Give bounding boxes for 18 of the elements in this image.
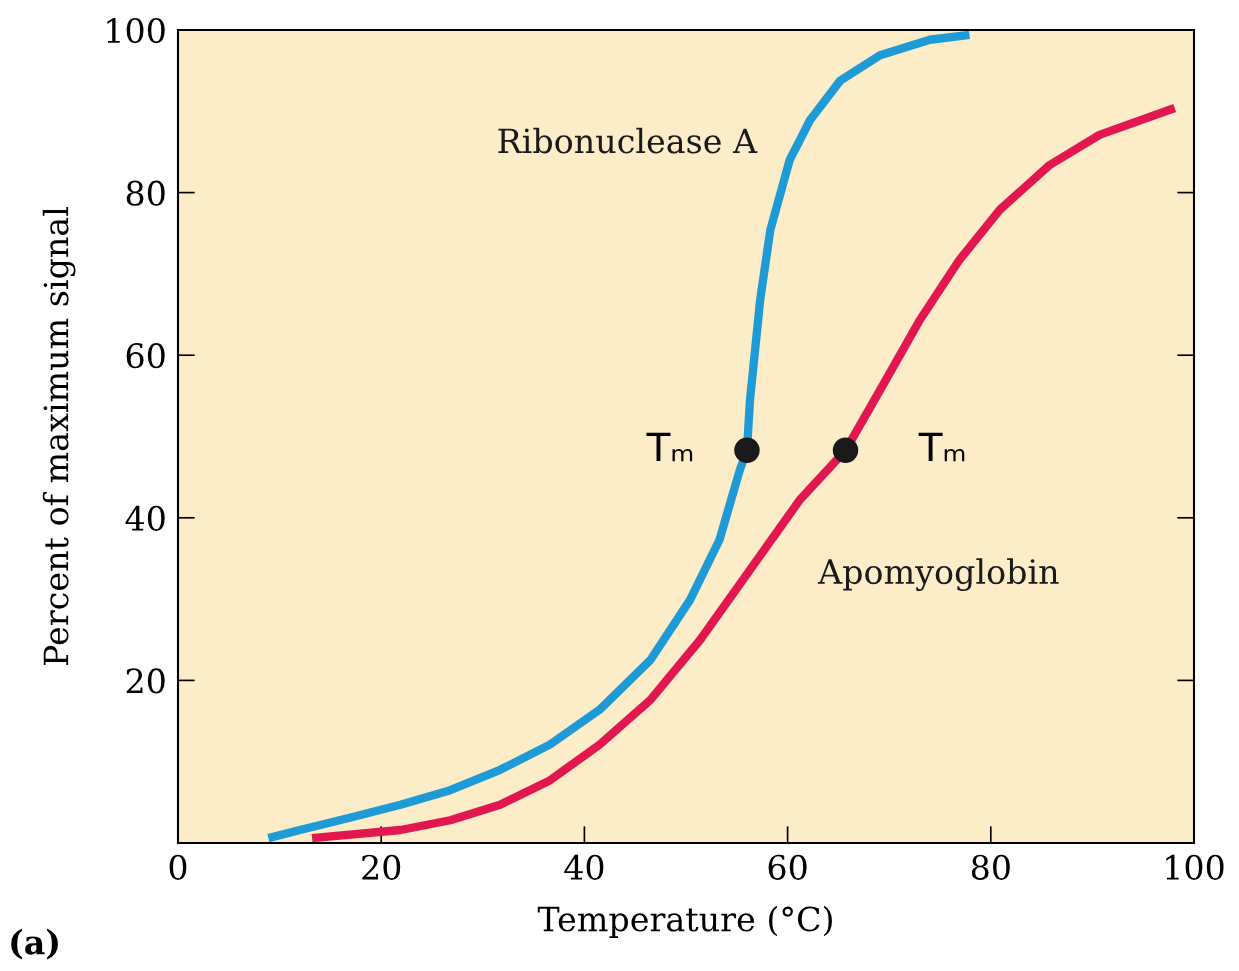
- x-tick-label: 40: [564, 854, 604, 880]
- annotation: Tₘ: [646, 432, 693, 462]
- y-tick-label: 20: [126, 668, 165, 694]
- y-tick-label: 40: [125, 505, 165, 531]
- x-tick-label: 80: [971, 854, 1010, 880]
- x-tick-label: 20: [362, 854, 401, 880]
- x-tick-label: 0: [169, 854, 187, 880]
- text: (a): [11, 928, 58, 960]
- series-label: Ribonuclease A: [498, 127, 758, 154]
- x-axis-title: Temperature (°C): [537, 905, 832, 939]
- x-tick-label: 100: [1166, 854, 1224, 880]
- x-tick-label: 60: [768, 854, 807, 880]
- y-tick-label: 100: [107, 17, 165, 44]
- annotation: Tₘ: [918, 432, 965, 462]
- series-label: Apomyoglobin: [817, 558, 1059, 592]
- y-axis-title: Percent of maximum signal: [42, 207, 76, 666]
- y-tick-label: 80: [126, 180, 165, 206]
- y-tick-label: 60: [126, 343, 165, 369]
